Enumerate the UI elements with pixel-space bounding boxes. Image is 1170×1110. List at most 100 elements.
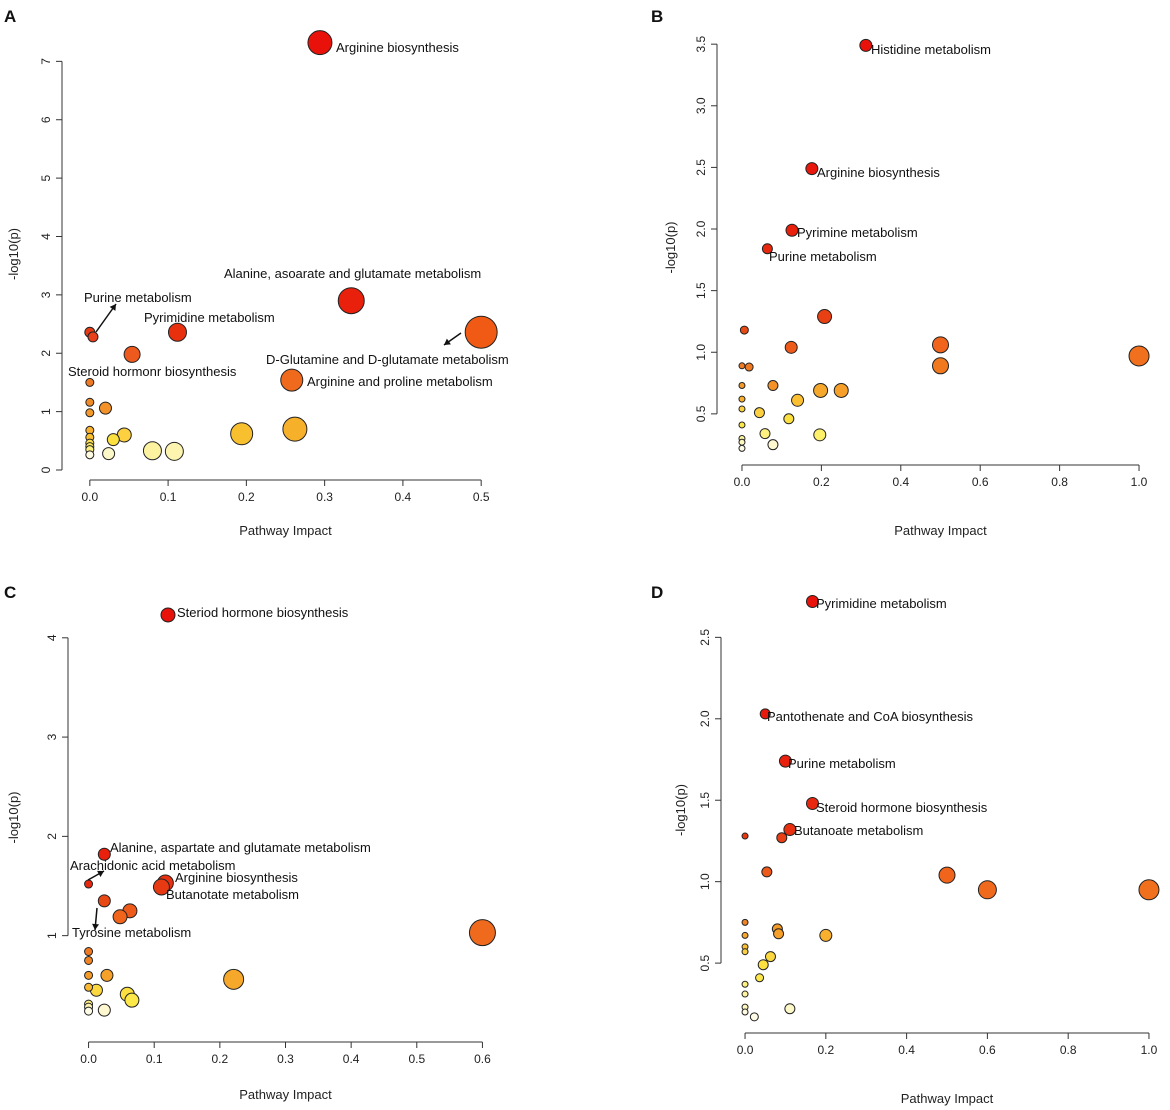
data-point[interactable] (123, 345, 141, 363)
data-point[interactable] (282, 416, 308, 442)
data-point[interactable] (741, 990, 749, 998)
y-tick-label: 2.0 (694, 220, 708, 237)
data-point[interactable] (813, 428, 827, 442)
data-point[interactable] (819, 928, 833, 942)
data-point[interactable] (152, 878, 170, 896)
data-point[interactable] (97, 847, 111, 861)
data-point[interactable] (741, 948, 749, 956)
data-point[interactable] (84, 955, 94, 965)
data-point[interactable] (738, 438, 746, 446)
data-point[interactable] (280, 368, 304, 392)
data-point[interactable] (783, 823, 797, 837)
data-point[interactable] (977, 880, 997, 900)
data-point[interactable] (97, 894, 111, 908)
data-point[interactable] (142, 441, 162, 461)
data-point[interactable] (738, 382, 746, 390)
data-point[interactable] (761, 243, 773, 255)
data-point[interactable] (805, 595, 819, 609)
data-point[interactable] (791, 393, 805, 407)
x-tick-label: 1.0 (1131, 475, 1148, 489)
data-point[interactable] (784, 340, 798, 354)
data-point[interactable] (337, 287, 365, 315)
data-point[interactable] (784, 1003, 796, 1015)
data-point[interactable] (741, 832, 749, 840)
data-point[interactable] (833, 382, 849, 398)
data-point[interactable] (84, 970, 94, 980)
data-point[interactable] (757, 959, 769, 971)
data-point[interactable] (223, 968, 245, 990)
data-point[interactable] (785, 223, 799, 237)
data-point[interactable] (741, 931, 749, 939)
data-point[interactable] (160, 607, 176, 623)
data-point[interactable] (85, 450, 95, 460)
data-point[interactable] (744, 362, 754, 372)
data-point[interactable] (464, 315, 498, 349)
data-point[interactable] (813, 382, 829, 398)
data-point[interactable] (776, 832, 788, 844)
data-point[interactable] (307, 30, 333, 56)
data-point[interactable] (778, 754, 792, 768)
data-point[interactable] (738, 405, 746, 413)
data-point[interactable] (230, 422, 254, 446)
data-point[interactable] (753, 407, 765, 419)
data-point[interactable] (859, 38, 873, 52)
data-point[interactable] (817, 309, 833, 325)
pathway-label: Arachidonic acid metabolism (70, 858, 235, 873)
data-point[interactable] (106, 433, 120, 447)
data-point[interactable] (741, 918, 749, 926)
data-point[interactable] (938, 866, 956, 884)
data-point[interactable] (764, 951, 776, 963)
data-point[interactable] (84, 982, 94, 992)
data-point[interactable] (468, 919, 496, 947)
data-point[interactable] (932, 357, 949, 375)
data-point[interactable] (167, 322, 187, 342)
y-tick-label: 3 (39, 291, 53, 298)
data-point[interactable] (124, 992, 140, 1008)
data-point[interactable] (84, 947, 94, 957)
data-point[interactable] (102, 447, 116, 461)
data-point[interactable] (738, 421, 746, 429)
data-point[interactable] (97, 1003, 111, 1017)
data-point[interactable] (87, 331, 99, 343)
data-point[interactable] (85, 397, 95, 407)
data-point[interactable] (84, 1006, 94, 1016)
data-point[interactable] (100, 968, 114, 982)
x-tick-label: 0.4 (892, 475, 909, 489)
data-point[interactable] (773, 928, 785, 940)
data-point[interactable] (759, 428, 771, 440)
data-point[interactable] (741, 1008, 749, 1016)
data-point[interactable] (755, 973, 765, 983)
data-point[interactable] (759, 708, 771, 720)
data-point[interactable] (112, 909, 128, 925)
data-point[interactable] (85, 408, 95, 418)
x-axis-title: Pathway Impact (901, 1091, 994, 1106)
data-point[interactable] (738, 395, 746, 403)
x-tick-label: 0.6 (474, 1052, 491, 1066)
data-point[interactable] (98, 401, 112, 415)
data-point[interactable] (1128, 345, 1150, 367)
data-point[interactable] (767, 380, 779, 392)
data-point[interactable] (84, 879, 94, 889)
data-point[interactable] (741, 980, 749, 988)
data-point[interactable] (164, 441, 184, 461)
annotation-arrow (92, 907, 100, 931)
x-tick-label: 0.3 (316, 490, 333, 504)
data-point[interactable] (932, 336, 949, 354)
data-point[interactable] (783, 413, 795, 425)
y-axis-title: -log10(p) (673, 784, 688, 836)
data-point[interactable] (749, 1012, 759, 1022)
pathway-label: D-Glutamine and D-glutamate metabolism (266, 352, 509, 367)
x-tick-label: 0.1 (160, 490, 177, 504)
x-tick-label: 0.6 (979, 1043, 996, 1057)
data-point[interactable] (805, 796, 819, 810)
data-point[interactable] (805, 162, 819, 176)
data-point[interactable] (761, 866, 773, 878)
data-point[interactable] (767, 439, 779, 451)
data-point[interactable] (85, 377, 95, 387)
data-point[interactable] (1138, 879, 1160, 901)
data-point[interactable] (739, 325, 749, 335)
data-point[interactable] (738, 362, 746, 370)
panel-letter: B (651, 7, 663, 26)
pathway-label: Alanine, aspartate and glutamate metabol… (110, 840, 371, 855)
data-point[interactable] (738, 444, 746, 452)
